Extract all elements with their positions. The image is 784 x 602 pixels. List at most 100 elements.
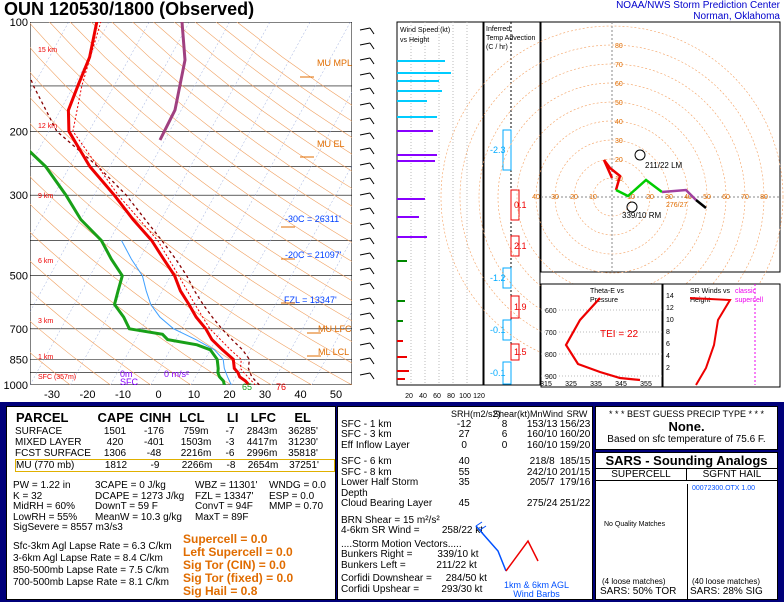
thetae-title-2: Pressure xyxy=(590,297,618,304)
sars-title: SARS - Sounding Analogs xyxy=(596,453,777,469)
adv-value: -2.3 xyxy=(490,145,506,155)
kin-bottom-line: 4-6km SR Wind = 258/22 kt xyxy=(341,525,484,536)
kin-row: SFC - 3 km 27 6 160/10 160/20 xyxy=(341,429,591,441)
kin-cell: 45 xyxy=(458,498,470,509)
adv-value: -0.1 xyxy=(490,325,506,335)
kin-cell: 27 xyxy=(458,429,470,440)
lapse-rate: 850-500mb Lapse Rate = 7.5 C/km xyxy=(13,565,169,576)
kin-cell: 55 xyxy=(458,466,470,478)
hodo-x-label: 30 xyxy=(665,194,673,201)
wind-barb-label: 1km & 6km AGL Wind Barbs xyxy=(504,581,569,599)
srw-y-tick: 2 xyxy=(666,365,670,372)
thetae-x-tick: 315 xyxy=(540,381,552,388)
isotherm xyxy=(110,22,311,385)
wind-speed-bar xyxy=(397,160,435,162)
sars-no-quality: No Quality Matches xyxy=(604,521,666,528)
dry-adiabat xyxy=(30,290,151,385)
wind-barb-flag xyxy=(369,282,375,290)
skewt-plot xyxy=(30,22,352,385)
wind-barb xyxy=(359,87,371,91)
annotation-ms: 0 m/s² xyxy=(164,369,189,379)
parcel-cell: 2266m xyxy=(181,460,213,471)
annotation-td_sfc: 65 xyxy=(242,382,252,392)
kin-bottom-line: BRN Shear = 15 m²/s² xyxy=(341,514,440,526)
hodo-x-label: 40 xyxy=(532,194,540,201)
sars-col-supercell: SUPERCELL xyxy=(596,469,687,480)
temp-tick: 30 xyxy=(259,389,271,401)
dry-adiabat xyxy=(30,22,352,282)
isotherm xyxy=(30,22,190,313)
kin-cell xyxy=(484,478,525,499)
wind-speed-bar xyxy=(397,236,427,238)
wind-barb xyxy=(359,162,371,166)
wind-barb xyxy=(359,57,371,61)
hodo-trace-black xyxy=(695,199,707,209)
isotherm xyxy=(30,22,69,93)
kin-row: Eff Inflow Layer 0 0 160/10 159/20 xyxy=(341,439,591,452)
wind-speed-bar xyxy=(397,130,433,132)
wind-barb xyxy=(359,117,371,121)
index-right2: WNDG = 0.0 xyxy=(269,480,326,491)
page-title: OUN 120530/1800 (Observed) xyxy=(4,0,255,19)
adv-box xyxy=(502,267,512,289)
parcel-cell: -401 xyxy=(143,437,164,448)
adv-box xyxy=(510,189,520,221)
sars-loose-1: (4 loose matches) xyxy=(602,577,666,586)
adv-title-1: Inferred xyxy=(486,26,510,33)
pressure-tick: 1000 xyxy=(4,380,28,392)
parcel-row: SURFACE 1501 -176 759m -7 2843m 36285' xyxy=(15,426,335,437)
composite-param: Left Supercell = 0.0 xyxy=(183,545,293,559)
sars-col-hail: SGFNT HAIL xyxy=(702,469,762,480)
wind-speed-bar xyxy=(397,216,419,218)
isotherm xyxy=(30,22,230,385)
dry-adiabat xyxy=(30,203,272,385)
srw-legend-2: supercell xyxy=(735,297,763,304)
kin-cell xyxy=(484,499,525,510)
wind-barb xyxy=(359,147,371,151)
index-mid: 3CAPE = 0 J/kg xyxy=(95,480,166,491)
thetae-x-tick: 345 xyxy=(615,381,627,388)
adv-box xyxy=(510,235,520,257)
sars-columns: SUPERCELL SGFNT HAIL xyxy=(596,469,777,481)
parcel-cell: MIXED LAYER xyxy=(15,437,82,448)
kin-cell: 185/15 xyxy=(559,456,591,467)
thetae-x-tick: 325 xyxy=(565,381,577,388)
wind-barb-flag xyxy=(369,312,375,320)
wind-barb-flag xyxy=(369,342,375,350)
wind-speed-bar xyxy=(397,356,407,358)
kin-cell: 205/7 xyxy=(529,477,555,488)
dry-adiabat xyxy=(30,123,352,364)
parcel-cell: 2996m xyxy=(246,448,278,459)
hodo-ring-label: 20 xyxy=(615,157,623,164)
dry-adiabat xyxy=(90,22,352,225)
index-right: WBZ = 11301' xyxy=(195,480,258,491)
srw-line xyxy=(689,297,732,386)
pressure-tick: 850 xyxy=(10,354,28,366)
kin-cell: Eff Inflow Layer xyxy=(341,439,410,451)
wind-x-tick: 100 xyxy=(459,393,471,400)
wind-speed-bar xyxy=(397,260,407,262)
kin-cell: SFC - 3 km xyxy=(341,429,392,440)
parcel-cell: SURFACE xyxy=(15,426,63,437)
kin-cell: 275/24 xyxy=(526,498,558,509)
wind-barb-flag xyxy=(369,222,375,230)
wind-speed-bar xyxy=(397,340,403,342)
temp-tick: 40 xyxy=(294,389,306,401)
parcel-cell: -6 xyxy=(225,448,235,459)
wind-barbs-plot xyxy=(475,521,539,572)
wind-x-tick: 20 xyxy=(405,393,413,400)
dry-adiabat xyxy=(132,22,352,189)
wind-x-tick: 120 xyxy=(473,393,485,400)
hodo-x-label: 60 xyxy=(722,194,730,201)
kin-cell: SFC - 8 km xyxy=(341,466,392,478)
parcel-cell: -3 xyxy=(225,437,235,448)
thetae-p-tick: 900 xyxy=(545,374,557,381)
wind-speed-bar xyxy=(397,90,442,92)
hodo-x-label: 70 xyxy=(741,194,749,201)
wind-barb xyxy=(359,342,371,346)
parcel-row: MIXED LAYER 420 -401 1503m -3 4417m 31230' xyxy=(15,437,335,448)
parcel-row: FCST SURFACE 1306 -48 2216m -6 2996m 35818' xyxy=(15,448,335,459)
kin-cell: 218/8 xyxy=(529,456,555,467)
parcel-header: LCL xyxy=(179,410,205,425)
kin-cell: 0 xyxy=(501,439,508,451)
